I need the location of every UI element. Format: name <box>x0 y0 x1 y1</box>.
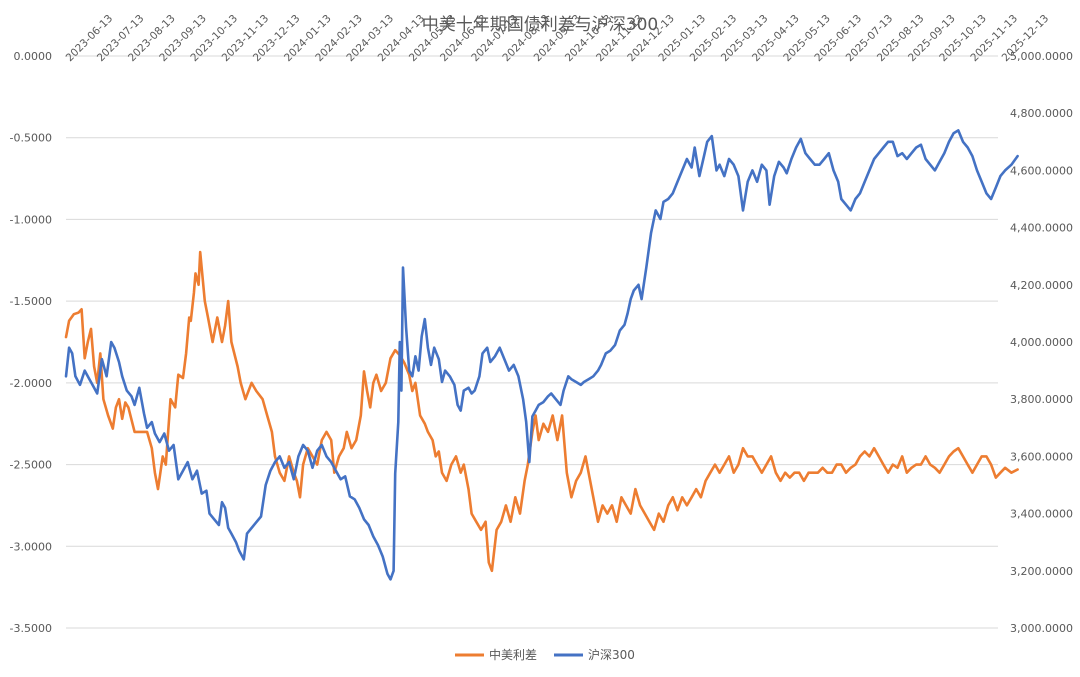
series-line-csi300 <box>64 129 1019 581</box>
right-tick-label: 4,400.0000 <box>1010 222 1073 235</box>
series-line-spread <box>64 250 1019 573</box>
legend-label-csi300: 沪深300 <box>588 648 635 662</box>
series-lines <box>64 129 1019 581</box>
chart-title: 中美十年期国债利差与沪深300 <box>422 15 658 35</box>
right-tick-label: 3,600.0000 <box>1010 450 1073 463</box>
left-tick-label: -3.0000 <box>10 540 52 553</box>
right-axis-ticks: 5,000.0000 4,800.0000 4,600.0000 4,400.0000… <box>1010 50 1073 635</box>
gridlines <box>66 55 998 629</box>
left-tick-label: -2.5000 <box>10 459 52 472</box>
left-tick-label: -1.0000 <box>10 213 52 226</box>
right-tick-label: 3,400.0000 <box>1010 508 1073 521</box>
legend-item-spread[interactable]: 中美利差 <box>455 647 537 662</box>
right-tick-label: 4,200.0000 <box>1010 279 1073 292</box>
left-axis-ticks: 0.0000 -0.5000 -1.0000 -1.5000 -2.0000 -2.500… <box>10 50 52 635</box>
right-tick-label: 3,200.0000 <box>1010 565 1073 578</box>
left-tick-label: -3.5000 <box>10 622 52 635</box>
right-tick-label: 4,000.0000 <box>1010 336 1073 349</box>
left-tick-label: -1.5000 <box>10 295 52 308</box>
left-tick-label: -2.0000 <box>10 377 52 390</box>
right-tick-label: 4,600.0000 <box>1010 164 1073 177</box>
left-tick-label: -0.5000 <box>10 132 52 145</box>
right-tick-label: 3,800.0000 <box>1010 393 1073 406</box>
right-tick-label: 4,800.0000 <box>1010 107 1073 120</box>
right-tick-label: 3,000.0000 <box>1010 622 1073 635</box>
legend-label-spread: 中美利差 <box>489 647 537 662</box>
right-tick-label: 5,000.0000 <box>1010 50 1073 63</box>
legend-item-csi300[interactable]: 沪深300 <box>554 648 635 662</box>
left-tick-label: 0.0000 <box>14 50 53 63</box>
legend: 中美利差 沪深300 <box>455 647 635 662</box>
